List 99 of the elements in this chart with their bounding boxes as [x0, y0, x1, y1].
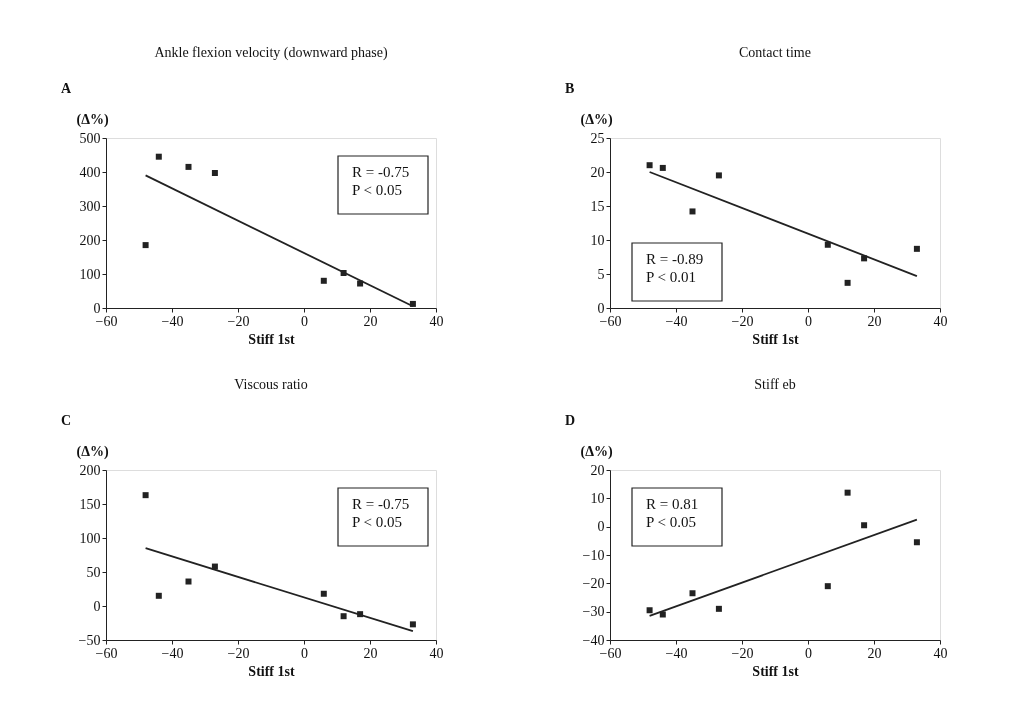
y-axis-title: (Δ%)	[580, 443, 613, 460]
y-axis-title: (Δ%)	[580, 111, 613, 128]
x-tick-label: −40	[161, 313, 184, 329]
point	[320, 277, 327, 284]
annotation: R = -0.75	[352, 164, 410, 180]
point	[715, 605, 722, 612]
x-tick-label: 40	[429, 313, 444, 329]
annotation: P < 0.05	[352, 182, 402, 198]
y-tick-label: 5	[597, 266, 605, 282]
chart-title: Ankle flexion velocity (downward phase)	[154, 45, 388, 61]
chart-title: Viscous ratio	[234, 377, 308, 392]
y-tick-label: 0	[597, 519, 605, 535]
x-tick-label: −20	[227, 313, 250, 329]
y-tick-label: 0	[597, 300, 605, 316]
x-tick-label: −60	[599, 645, 622, 661]
annotation: P < 0.05	[352, 514, 402, 530]
y-tick-label: 10	[590, 232, 605, 248]
text: A	[61, 81, 72, 96]
point	[340, 613, 347, 620]
x-tick-label: 40	[933, 313, 948, 329]
y-tick-label: 25	[590, 130, 605, 146]
x-tick-label: −60	[95, 313, 118, 329]
x-axis-title: Stiff 1st	[248, 663, 295, 679]
annotation: P < 0.05	[646, 514, 696, 530]
y-tick-label: 0	[93, 598, 101, 614]
y-axis-title: (Δ%)	[76, 443, 109, 460]
y-tick-label: 500	[79, 130, 101, 146]
point	[844, 279, 851, 286]
point	[409, 621, 416, 628]
y-tick-label: 200	[79, 232, 101, 248]
point	[659, 611, 666, 618]
y-tick-label: 15	[590, 198, 605, 214]
x-tick-label: 20	[363, 313, 378, 329]
x-tick-label: 0	[805, 313, 812, 329]
point	[659, 164, 666, 171]
y-tick-label: 400	[79, 164, 101, 180]
point	[185, 163, 192, 170]
text: D	[565, 413, 576, 428]
annotation: P < 0.01	[646, 269, 696, 285]
y-tick-label: 300	[79, 198, 101, 214]
point	[142, 242, 149, 249]
x-tick-label: 0	[301, 645, 308, 661]
point	[646, 607, 653, 614]
x-tick-label: 20	[867, 313, 882, 329]
y-tick-label: −30	[582, 604, 605, 620]
y-tick-label: −20	[582, 575, 605, 591]
point	[155, 592, 162, 599]
x-tick-label: 40	[933, 645, 948, 661]
x-axis-title: Stiff 1st	[752, 331, 799, 347]
x-tick-label: 20	[867, 645, 882, 661]
point	[185, 578, 192, 585]
x-axis-title: Stiff 1st	[752, 663, 799, 679]
y-tick-label: 0	[93, 300, 101, 316]
x-tick-label: −40	[665, 645, 688, 661]
point	[715, 172, 722, 179]
y-tick-label: 100	[79, 530, 101, 546]
x-axis-title: Stiff 1st	[248, 331, 295, 347]
point	[844, 489, 851, 496]
point	[211, 170, 218, 177]
y-axis-title: (Δ%)	[76, 111, 109, 128]
point	[320, 590, 327, 597]
y-tick-label: 200	[79, 462, 101, 478]
annotation: R = 0.81	[646, 496, 699, 512]
x-tick-label: −20	[731, 645, 754, 661]
x-tick-label: −20	[731, 313, 754, 329]
x-tick-label: −40	[161, 645, 184, 661]
point	[646, 162, 653, 169]
point	[913, 539, 920, 546]
y-tick-label: 10	[590, 490, 605, 506]
chart-title: Stiff eb	[754, 377, 796, 392]
text: C	[61, 413, 72, 428]
point	[861, 522, 868, 529]
x-tick-label: 0	[301, 313, 308, 329]
x-tick-label: 40	[429, 645, 444, 661]
x-tick-label: 0	[805, 645, 812, 661]
point	[155, 153, 162, 160]
point	[142, 492, 149, 499]
y-tick-label: 100	[79, 266, 101, 282]
x-tick-label: −60	[599, 313, 622, 329]
point	[824, 241, 831, 248]
point	[913, 245, 920, 252]
point	[824, 583, 831, 590]
chart-title: Contact time	[739, 45, 811, 60]
point	[689, 208, 696, 215]
y-tick-label: −10	[582, 547, 605, 563]
annotation: R = -0.75	[352, 496, 410, 512]
y-tick-label: 20	[590, 164, 605, 180]
x-tick-label: −60	[95, 645, 118, 661]
x-tick-label: −40	[665, 313, 688, 329]
y-tick-label: 50	[86, 564, 101, 580]
annotation: R = -0.89	[646, 251, 704, 267]
y-tick-label: 150	[79, 496, 101, 512]
text: B	[565, 81, 575, 96]
y-tick-label: 20	[590, 462, 605, 478]
y-tick-label: −50	[78, 632, 101, 648]
x-tick-label: −20	[227, 645, 250, 661]
point	[689, 590, 696, 597]
y-tick-label: −40	[582, 632, 605, 648]
x-tick-label: 20	[363, 645, 378, 661]
